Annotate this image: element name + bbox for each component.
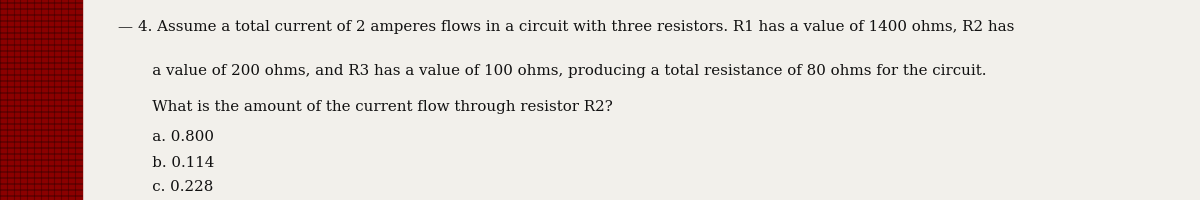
Text: b. 0.114: b. 0.114 xyxy=(138,155,215,169)
Bar xyxy=(0,0,82,200)
Text: a. 0.800: a. 0.800 xyxy=(138,129,214,143)
Text: c. 0.228: c. 0.228 xyxy=(138,179,214,193)
Text: 4. Assume a total current of 2 amperes flows in a circuit with three resistors. : 4. Assume a total current of 2 amperes f… xyxy=(138,20,1014,34)
Text: a value of 200 ohms, and R3 has a value of 100 ohms, producing a total resistanc: a value of 200 ohms, and R3 has a value … xyxy=(138,64,986,78)
Text: What is the amount of the current flow through resistor R2?: What is the amount of the current flow t… xyxy=(138,100,613,114)
Text: —: — xyxy=(118,20,133,34)
